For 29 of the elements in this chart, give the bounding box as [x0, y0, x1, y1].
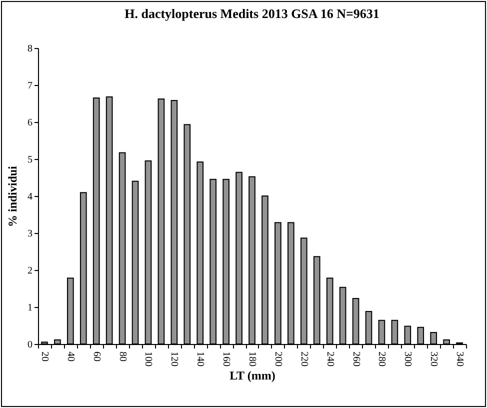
x-tick-label: 20: [38, 352, 50, 362]
x-tick-label: 260: [350, 352, 362, 366]
x-tick-label: 220: [298, 352, 310, 366]
x-tick-label: 320: [428, 352, 440, 366]
x-tick-label: 200: [272, 352, 284, 366]
x-tick-label: 120: [168, 352, 180, 366]
y-tick-label: 4: [28, 192, 32, 202]
y-tick-label: 8: [28, 44, 32, 54]
x-tick-label: 180: [246, 352, 258, 366]
x-tick-label: 60: [90, 352, 102, 362]
x-tick-label: 100: [142, 352, 154, 366]
x-tick-label: 340: [454, 352, 466, 366]
y-tick-label: 5: [28, 154, 32, 166]
x-tick-label: 300: [402, 352, 414, 366]
chart-title: H. dactylopterus Medits 2013 GSA 16 N=9631: [124, 6, 380, 21]
y-tick-label: 3: [28, 228, 32, 240]
y-tick-label: 2: [28, 266, 32, 276]
x-axis-title: LT (mm): [230, 368, 276, 382]
y-tick-label: 0: [28, 340, 32, 350]
y-tick-label: 7: [28, 80, 32, 92]
x-tick-label: 160: [220, 352, 232, 366]
x-tick-label: 80: [116, 352, 128, 362]
y-axis-title: % individui: [6, 165, 20, 228]
y-tick-label: 6: [28, 118, 32, 128]
x-tick-label: 40: [64, 352, 76, 362]
x-tick-label: 280: [376, 352, 388, 366]
x-tick-label: 240: [324, 352, 336, 366]
x-tick-label: 140: [194, 352, 206, 366]
y-tick-label: 1: [28, 302, 32, 314]
